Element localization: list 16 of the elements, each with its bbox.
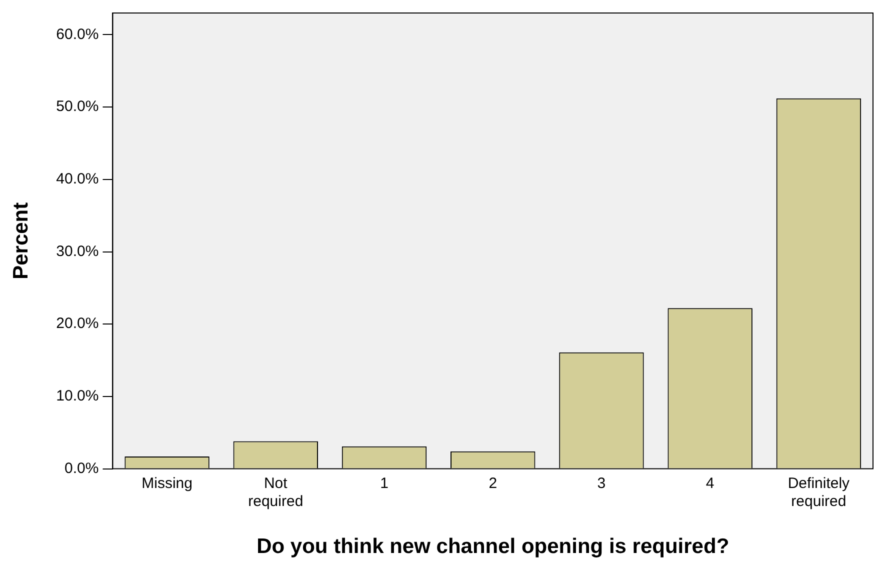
x-tick-label: 1 <box>380 474 388 492</box>
x-tick-label: 4 <box>706 474 714 492</box>
y-tick-label: 20.0% <box>56 315 99 332</box>
x-tick-label: 3 <box>597 474 606 492</box>
x-axis-title: Do you think new channel opening is required? <box>256 535 730 558</box>
y-tick-label: 50.0% <box>56 98 99 116</box>
y-tick-label: 10.0% <box>56 388 99 405</box>
x-tick-label: 2 <box>488 474 498 492</box>
y-tick-label: 30.0% <box>56 242 99 260</box>
x-tick-label: Not required <box>248 474 304 510</box>
y-axis-title: Percent <box>9 202 32 280</box>
x-tick-label: Definitely required <box>788 474 850 510</box>
y-tick-label: 40.0% <box>56 170 99 188</box>
x-tick-label: Missing <box>142 474 192 492</box>
y-tick-label: 60.0% <box>56 26 99 43</box>
y-tick-label: 0.0% <box>64 460 99 477</box>
